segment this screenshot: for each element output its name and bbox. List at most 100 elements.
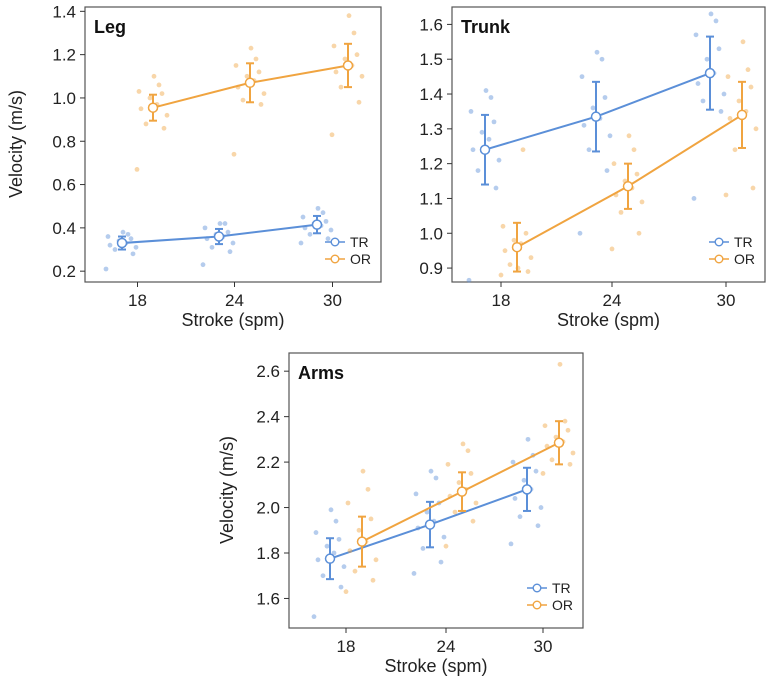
data-point-tr xyxy=(324,543,330,549)
data-point-or xyxy=(727,115,733,121)
data-point-or xyxy=(244,73,250,79)
x-tick-label: 30 xyxy=(534,637,553,656)
data-point-or xyxy=(753,126,759,132)
data-point-or xyxy=(161,125,167,131)
data-point-tr xyxy=(341,564,347,570)
data-point-tr xyxy=(200,262,206,268)
data-point-or xyxy=(373,557,379,563)
data-point-tr xyxy=(441,534,447,540)
y-tick-label: 1.5 xyxy=(419,50,443,69)
data-point-tr xyxy=(105,234,111,239)
legend-marker-or xyxy=(714,254,724,264)
data-point-tr xyxy=(133,244,139,250)
x-axis-label: Stroke (spm) xyxy=(181,310,284,330)
data-point-or xyxy=(343,589,349,595)
data-point-tr xyxy=(604,168,610,174)
data-point-or xyxy=(352,568,358,574)
data-point-tr xyxy=(586,147,592,153)
x-axis-label: Stroke (spm) xyxy=(557,310,660,330)
data-point-tr xyxy=(491,119,497,125)
legend-label-tr: TR xyxy=(552,580,571,596)
data-point-or xyxy=(540,471,546,476)
data-point-or xyxy=(528,255,534,261)
data-point-tr xyxy=(496,157,502,163)
data-point-tr xyxy=(599,56,605,62)
data-point-tr xyxy=(307,231,313,237)
y-tick-label: 1.0 xyxy=(52,89,76,108)
data-point-tr xyxy=(320,210,326,216)
data-point-or xyxy=(565,427,571,433)
data-point-tr xyxy=(336,536,342,542)
mean-marker-or xyxy=(356,536,368,547)
x-tick-label: 30 xyxy=(323,291,342,310)
data-point-or xyxy=(360,468,366,474)
data-point-or xyxy=(233,63,239,68)
data-point-tr xyxy=(493,185,499,191)
data-point-tr xyxy=(315,557,321,563)
mean-marker-or xyxy=(147,102,159,113)
data-point-or xyxy=(511,237,517,243)
data-point-tr xyxy=(209,244,215,250)
data-point-or xyxy=(156,82,162,88)
legend-marker-or xyxy=(330,254,340,264)
data-point-tr xyxy=(413,491,419,497)
data-point-tr xyxy=(466,277,472,283)
data-point-or xyxy=(740,39,746,45)
data-point-tr xyxy=(328,507,334,513)
data-point-tr xyxy=(311,614,317,620)
data-point-or xyxy=(368,516,374,522)
data-point-tr xyxy=(230,240,236,246)
x-axis-label: Stroke (spm) xyxy=(384,656,487,676)
data-point-tr xyxy=(428,468,434,474)
y-tick-label: 0.9 xyxy=(419,259,443,278)
data-point-or xyxy=(138,106,144,112)
data-point-or xyxy=(134,167,140,172)
mean-marker-or xyxy=(511,241,523,253)
data-point-or xyxy=(468,471,474,476)
y-tick-label: 0.6 xyxy=(52,176,76,195)
data-point-tr xyxy=(488,95,494,100)
data-point-or xyxy=(456,480,462,485)
data-point-or xyxy=(502,248,508,254)
mean-marker-or xyxy=(456,486,468,497)
data-point-or xyxy=(338,84,344,90)
chart-panel-trunk: Trunk 0.9 1.0 1.1 1.2 1.3 1.4 1.5 1.6 18 24 30 Strok… xyxy=(419,6,766,330)
y-tick-label: 1.6 xyxy=(256,589,280,608)
legend-label-tr: TR xyxy=(734,234,753,250)
data-point-tr xyxy=(325,236,331,242)
data-point-tr xyxy=(713,18,719,24)
chart-panel-leg: Leg 0.2 0.4 0.6 0.8 1.0 1.2 1.4 18 24 30 Stroke (sp… xyxy=(6,2,382,330)
data-point-or xyxy=(460,441,466,447)
plot-frame xyxy=(451,6,766,283)
mean-marker-tr xyxy=(213,231,225,242)
data-point-tr xyxy=(315,205,321,211)
data-point-tr xyxy=(225,229,231,235)
data-point-tr xyxy=(323,218,329,224)
chart-panel-arms: Arms 1.6 1.8 2.0 2.2 2.4 2.6 18 24 30 Stroke (spm)… xyxy=(217,352,584,676)
data-point-or xyxy=(346,13,352,19)
x-tick-label: 18 xyxy=(337,637,356,656)
x-tick-label: 24 xyxy=(225,291,244,310)
data-point-or xyxy=(342,56,348,62)
data-point-or xyxy=(525,269,531,274)
series-line-tr xyxy=(484,72,711,151)
plot-frame xyxy=(288,352,584,629)
data-point-tr xyxy=(721,91,727,97)
data-point-or xyxy=(345,500,351,506)
legend-marker-or xyxy=(532,600,542,610)
data-point-tr xyxy=(433,475,439,481)
data-point-tr xyxy=(103,266,109,272)
data-point-tr xyxy=(202,225,208,231)
mean-marker-tr xyxy=(521,484,533,495)
y-tick-label: 2.0 xyxy=(256,499,280,518)
data-point-tr xyxy=(128,236,134,242)
data-point-or xyxy=(445,461,451,467)
legend-label-or: OR xyxy=(350,251,371,267)
data-point-or xyxy=(609,246,615,252)
data-point-or xyxy=(347,548,353,554)
data-point-tr xyxy=(535,523,541,529)
data-point-tr xyxy=(525,436,531,442)
data-point-or xyxy=(634,171,640,177)
data-point-tr xyxy=(708,11,714,17)
data-point-tr xyxy=(298,240,304,246)
